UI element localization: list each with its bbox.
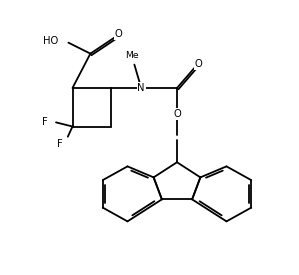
Text: N: N	[138, 83, 145, 93]
Text: HO: HO	[43, 36, 59, 46]
Text: F: F	[57, 139, 62, 149]
Text: O: O	[194, 59, 202, 69]
Text: O: O	[173, 109, 181, 119]
Text: Me: Me	[125, 51, 138, 60]
Text: O: O	[115, 29, 122, 39]
Text: F: F	[42, 117, 48, 127]
